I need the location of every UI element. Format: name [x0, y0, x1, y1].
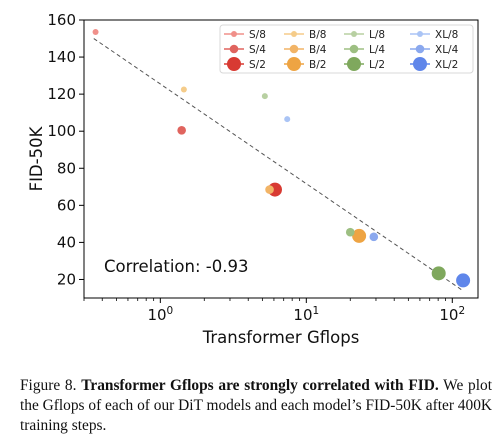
data-point-s-8 — [92, 29, 99, 36]
legend-marker — [413, 57, 427, 71]
figure-caption: Figure 8. Transformer Gflops are strongl… — [20, 376, 492, 436]
legend-marker — [229, 44, 239, 54]
legend-label: XL/2 — [435, 59, 458, 71]
legend-label: B/8 — [309, 29, 326, 41]
legend-label: S/2 — [249, 59, 266, 71]
trend-line — [93, 38, 464, 291]
legend-label: S/4 — [249, 44, 266, 56]
y-axis: 20 40 60 80 100 120 140 160 — [47, 11, 84, 288]
legend-label: L/8 — [369, 29, 385, 41]
data-point-b-4 — [265, 185, 274, 194]
plot-frame — [83, 19, 479, 299]
correlation-annotation: Correlation: -0.93 — [104, 257, 248, 276]
caption-label: Figure 8. — [20, 377, 77, 394]
legend-marker — [289, 44, 299, 54]
legend-marker — [231, 31, 237, 37]
legend-label: L/2 — [369, 59, 385, 71]
caption-title: Transformer Gflops are strongly correlat… — [81, 377, 439, 394]
y-tick-label: 160 — [47, 11, 76, 29]
x-axis: 100 101 102 — [83, 298, 465, 324]
data-point-l-8 — [261, 93, 268, 100]
x-tick-label: 102 — [439, 305, 465, 324]
x-tick-label: 101 — [293, 305, 319, 324]
legend-marker — [417, 31, 423, 37]
legend-marker — [415, 44, 425, 54]
y-tick-label: 140 — [47, 48, 76, 66]
legend: S/8 S/4 S/2 B/8 B/4 B/2 L/8 L/4 L/2 XL/8 XL/4 XL/2 — [219, 24, 474, 74]
y-tick-label: 100 — [47, 122, 76, 140]
data-point-xl-8 — [284, 116, 291, 123]
data-point-l-2 — [431, 266, 446, 281]
y-tick-label: 60 — [57, 196, 76, 214]
data-point-b-8 — [180, 86, 187, 93]
data-point-s-4 — [177, 125, 186, 135]
caption-text: We plot the Gflops of each of our DiT mo… — [20, 377, 492, 434]
data-point-xl-2 — [456, 273, 471, 288]
legend-marker — [287, 57, 301, 71]
legend-label: B/4 — [309, 44, 327, 56]
y-tick-label: 20 — [57, 270, 76, 288]
data-point-b-2 — [352, 228, 367, 243]
legend-marker — [351, 31, 357, 37]
legend-marker — [347, 57, 361, 71]
data-point-l-4 — [345, 227, 355, 237]
data-point-xl-4 — [369, 232, 379, 242]
y-tick-label: 80 — [57, 159, 76, 177]
legend-label: XL/8 — [435, 29, 458, 41]
y-axis-label: FID-50K — [27, 125, 46, 191]
x-tick-label: 100 — [147, 305, 173, 324]
legend-marker — [291, 31, 297, 37]
legend-label: XL/4 — [435, 44, 459, 56]
y-tick-label: 40 — [57, 233, 76, 251]
x-axis-label: Transformer Gflops — [202, 328, 360, 347]
legend-marker — [227, 57, 241, 71]
legend-label: S/8 — [249, 29, 266, 41]
y-tick-label: 120 — [47, 85, 76, 103]
legend-marker — [349, 44, 359, 54]
legend-label: L/4 — [369, 44, 385, 56]
plot-area — [92, 29, 471, 291]
legend-label: B/2 — [309, 59, 326, 71]
